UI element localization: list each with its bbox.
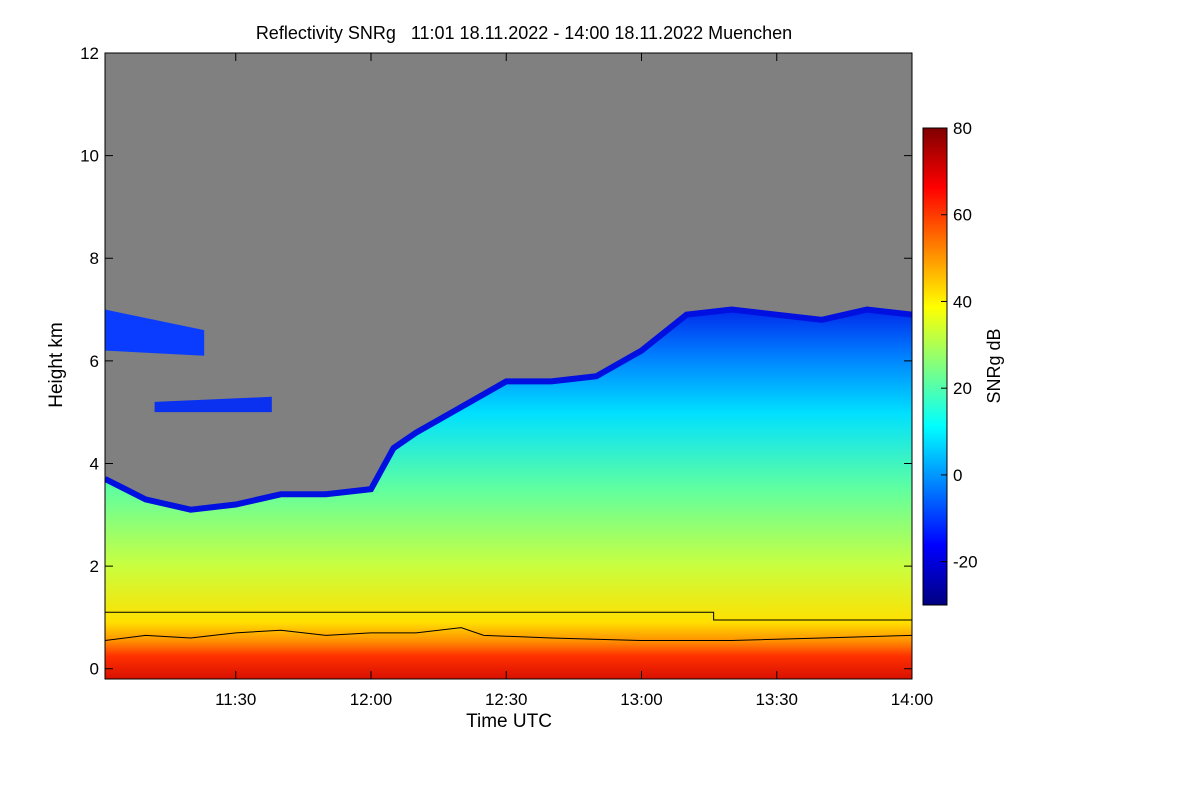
x-tick-label: 11:30	[215, 690, 256, 709]
colorbar-tick-label: 0	[953, 466, 962, 485]
x-axis-label: Time UTC	[466, 711, 552, 732]
y-tick-label: 8	[90, 249, 99, 268]
x-tick-label: 12:00	[350, 690, 393, 709]
colorbar-tick-label: 80	[953, 119, 972, 138]
boundary-layer-line	[105, 627, 912, 642]
reference-line	[105, 611, 912, 621]
chart-title: Reflectivity SNRg 11:01 18.11.2022 - 14:…	[256, 23, 792, 43]
colorbar-tick-label: 60	[953, 206, 972, 225]
echo-top-edge	[105, 306, 912, 513]
y-axis: 0 2 4 6 8 10 12	[80, 44, 912, 679]
x-axis: 11:30 12:00 12:30 13:00 13:30 14:00	[215, 53, 933, 709]
y-tick-label: 6	[90, 352, 99, 371]
colorbar-tick-label: 20	[953, 379, 972, 398]
upper-cloud-layer	[105, 309, 205, 356]
colorbar	[922, 127, 948, 606]
x-tick-label: 13:00	[620, 690, 663, 709]
overlay-lines	[105, 611, 912, 642]
x-tick-label: 12:30	[485, 690, 528, 709]
colorbar-tick-label: -20	[953, 553, 978, 572]
echo-region	[105, 309, 912, 679]
x-tick-label: 14:00	[891, 690, 934, 709]
y-tick-label: 4	[90, 454, 99, 473]
y-tick-label: 0	[90, 660, 99, 679]
y-tick-label: 10	[80, 147, 99, 166]
x-tick-label: 13:30	[755, 690, 798, 709]
colorbar-label: SNRg dB	[984, 328, 1004, 403]
mid-cloud-layer	[154, 396, 272, 413]
reflectivity-field	[105, 306, 912, 679]
y-tick-label: 2	[90, 557, 99, 576]
y-tick-label: 12	[80, 44, 99, 63]
colorbar-axis: -20 0 20 40 60 80	[941, 119, 978, 572]
plot-frame	[104, 52, 913, 680]
y-axis-label: Height km	[46, 322, 67, 408]
colorbar-tick-label: 40	[953, 292, 972, 311]
